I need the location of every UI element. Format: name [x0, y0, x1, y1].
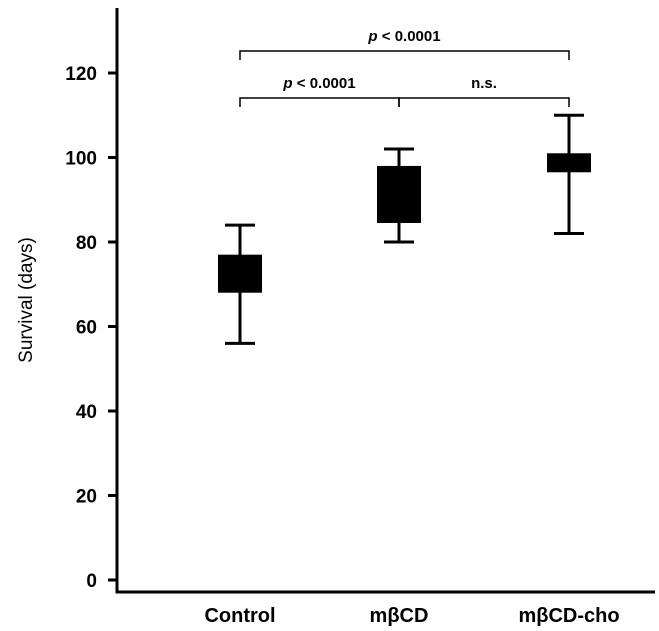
x-category-label: Control [204, 605, 275, 627]
y-tick-label: 100 [65, 149, 97, 170]
y-tick-label: 0 [86, 571, 97, 592]
y-tick-label: 20 [76, 487, 97, 508]
significance-value: n.s. [471, 75, 497, 92]
y-tick-label: 40 [76, 402, 97, 423]
box-mβCD [377, 165, 421, 223]
significance-label: n.s. [471, 75, 497, 92]
box-mβCD-cho [547, 153, 591, 173]
y-axis-ticks: 0 20 40 60 80 100 120 [65, 64, 117, 592]
significance-bracket [239, 50, 570, 60]
p-symbol: p [367, 28, 377, 45]
box-Control [218, 254, 262, 293]
y-axis-title: Survival (days) [16, 237, 37, 363]
x-category-label: mβCD [370, 605, 429, 627]
significance-label: p < 0.0001 [367, 28, 440, 45]
x-axis-labels: Control mβCD mβCD-cho [204, 605, 619, 627]
y-tick-label: 80 [76, 233, 97, 254]
y-tick-label: 120 [65, 64, 97, 85]
significance-value: < 0.0001 [378, 28, 441, 45]
significance-bracket [398, 97, 570, 107]
significance-label: p < 0.0001 [282, 75, 355, 92]
significance-value: < 0.0001 [293, 75, 356, 92]
axes [115, 8, 655, 594]
y-tick-label: 60 [76, 318, 97, 339]
x-category-label: mβCD-cho [518, 605, 619, 627]
box-series [218, 113, 591, 345]
significance-bracket [239, 97, 400, 107]
p-symbol: p [282, 75, 292, 92]
